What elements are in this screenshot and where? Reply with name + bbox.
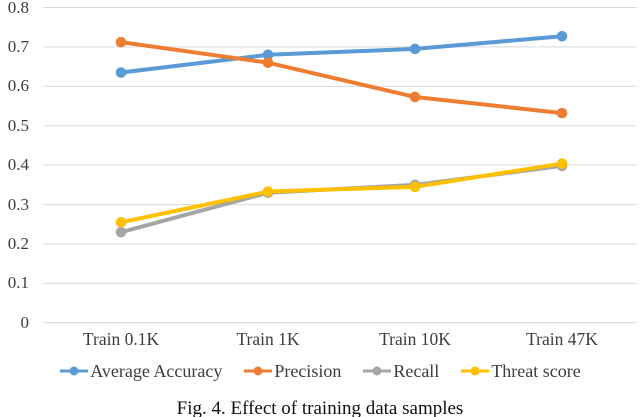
x-axis: Train 0.1K Train 1K Train 10K Train 47K (0, 328, 640, 352)
line-marker-icon (244, 366, 273, 376)
legend-item-threat-score: Threat score (460, 359, 581, 383)
y-axis-tick-label: 0.7 (7, 36, 29, 56)
y-axis-tick-label: 0.1 (7, 273, 29, 293)
y-axis-tick-label: 0.5 (7, 115, 29, 135)
x-axis-tick-label: Train 47K (526, 329, 598, 349)
legend-label: Precision (274, 361, 342, 381)
legend-label: Threat score (491, 361, 581, 381)
line-marker-icon (363, 366, 392, 376)
legend-item-average-accuracy: Average Accuracy (59, 359, 222, 383)
line-marker-icon (461, 366, 490, 376)
y-axis-tick-label: 0.2 (7, 233, 29, 253)
chart-legend: Average Accuracy Precision Recall Threat… (0, 359, 640, 383)
y-axis: 0 0.1 0.2 0.3 0.4 0.5 0.6 0.7 0.8 (0, 0, 34, 340)
legend-item-recall: Recall (362, 359, 439, 383)
y-axis-tick-label: 0.8 (7, 0, 29, 17)
line-chart-plot-area (43, 7, 637, 324)
legend-item-precision: Precision (243, 359, 341, 383)
x-axis-tick-label: Train 10K (379, 329, 451, 349)
x-axis-tick-label: Train 0.1K (82, 329, 160, 349)
figure-caption: Fig. 4. Effect of training data samples (176, 398, 464, 417)
y-axis-tick-label: 0.3 (7, 194, 29, 214)
line-marker-icon (60, 366, 89, 376)
y-axis-tick-label: 0.4 (7, 155, 29, 175)
legend-label: Recall (393, 361, 440, 381)
y-axis-tick-label: 0 (20, 312, 30, 332)
legend-label: Average Accuracy (90, 361, 223, 381)
x-axis-tick-label: Train 1K (236, 329, 300, 349)
y-axis-tick-label: 0.6 (7, 76, 29, 96)
